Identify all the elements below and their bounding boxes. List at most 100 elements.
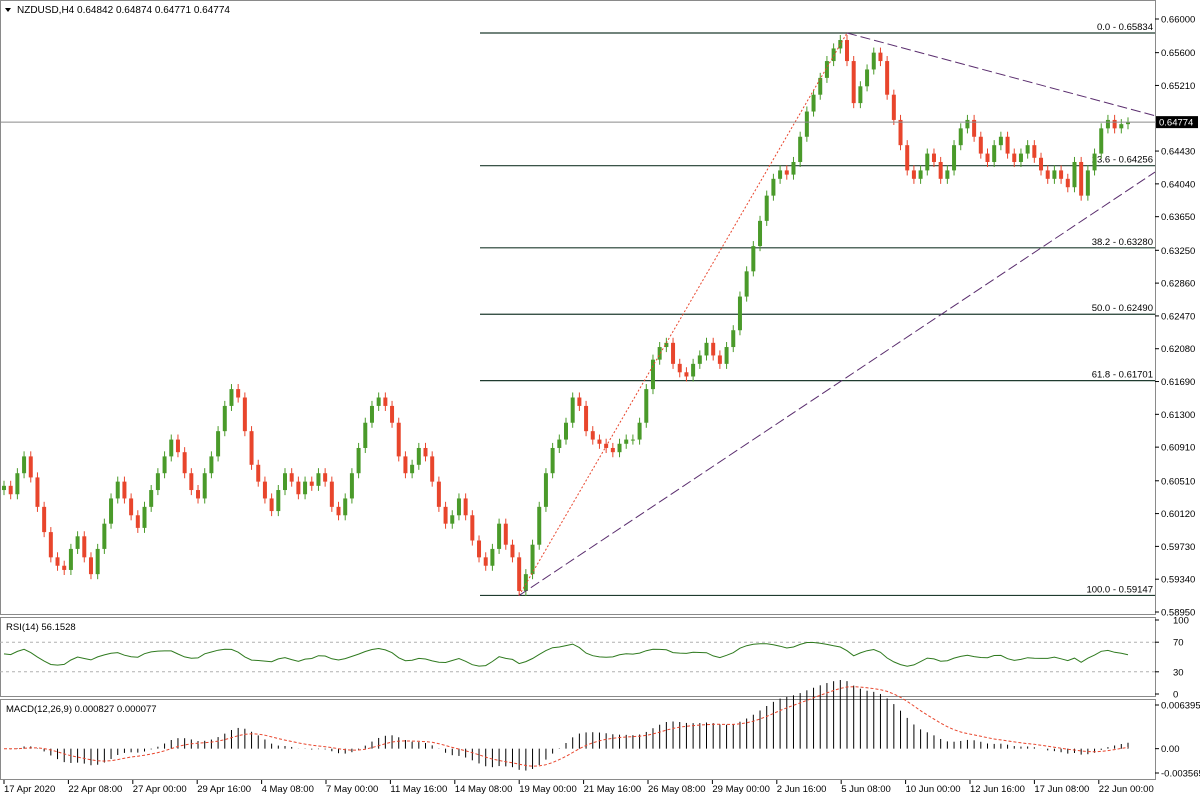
candle-body	[463, 498, 468, 516]
candle-body	[316, 473, 321, 486]
fib-label: 50.0 - 0.62490	[1092, 303, 1153, 314]
candle-body	[443, 506, 448, 524]
macd-panel-frame	[0, 699, 1156, 780]
time-tick-label: 19 May 00:00	[519, 784, 577, 795]
candle-body	[436, 481, 441, 507]
candle-body	[958, 128, 963, 146]
candle-body	[202, 473, 207, 499]
candle-body	[1065, 178, 1070, 188]
candle-body	[1059, 170, 1064, 179]
time-tick-label: 11 May 16:00	[390, 784, 447, 795]
collapse-triangle-icon[interactable]	[5, 8, 11, 12]
candle-body	[209, 456, 214, 474]
macd-tick-label: 0.006395	[1161, 701, 1200, 712]
macd-value: 0.000827	[75, 704, 115, 715]
candle-body	[992, 145, 997, 162]
candle-body	[242, 397, 247, 432]
candle-body	[62, 565, 67, 570]
candle-body	[784, 170, 789, 175]
time-tick-label: 12 Jun 16:00	[970, 784, 1025, 795]
candle-body	[523, 574, 528, 591]
candle-body	[764, 195, 769, 221]
candle-body	[289, 473, 294, 482]
candle-body	[169, 439, 174, 457]
time-tick-label: 5 Jun 08:00	[841, 784, 891, 795]
candle-body	[135, 515, 140, 528]
candle-body	[925, 153, 930, 171]
macd-panel: MACD(12,26,9) 0.000827 0.000077 0.006395…	[3, 679, 1200, 780]
fib-label: 100.0 - 0.59147	[1086, 584, 1153, 595]
time-tick-label: 27 Apr 00:00	[133, 784, 187, 795]
candle-body	[711, 342, 716, 356]
candle-body	[865, 69, 870, 87]
candle-body	[42, 506, 47, 533]
candle-body	[737, 296, 742, 331]
fib-path-line	[518, 32, 848, 596]
candle-body	[564, 422, 568, 440]
candle-body	[1032, 145, 1037, 158]
symbol-label: NZDUSD,H4	[17, 5, 75, 16]
fib-label: 38.2 - 0.63280	[1092, 237, 1153, 248]
candle-body	[249, 431, 254, 465]
rsi-tick-label: 70	[1173, 638, 1184, 649]
candle-body	[751, 246, 756, 272]
candle-body	[717, 355, 722, 364]
price-tick-label: 0.66000	[1161, 15, 1195, 26]
candle-body	[490, 548, 495, 566]
candle-body	[470, 515, 475, 541]
candle-body	[1085, 170, 1090, 196]
candle-body	[952, 145, 957, 171]
support-trendline	[518, 171, 1156, 596]
time-tick-label: 2 Jun 16:00	[777, 784, 827, 795]
rsi-line	[3, 642, 1129, 667]
candle-body	[1112, 119, 1117, 129]
candle-body	[155, 473, 160, 491]
candle-body	[497, 523, 502, 549]
candle-body	[262, 481, 267, 499]
candle-body	[1005, 136, 1010, 154]
candle-body	[109, 498, 114, 524]
price-axis: 0.66000 0.65600 0.65210 0.64430 0.64040 0.636…	[1155, 15, 1195, 619]
time-tick-label: 17 Apr 2020	[4, 784, 55, 795]
high-value: 0.64874	[116, 5, 153, 16]
candle-body	[95, 548, 100, 575]
open-value: 0.64842	[77, 5, 114, 16]
candle-body	[584, 405, 589, 432]
candle-body	[691, 363, 696, 377]
candle-body	[697, 355, 702, 364]
candle-body	[918, 170, 923, 179]
price-tick-label: 0.58950	[1161, 608, 1195, 619]
rsi-name: RSI(14)	[6, 622, 39, 633]
candle-body	[196, 490, 201, 499]
candle-body	[349, 473, 354, 499]
candle-body	[671, 342, 676, 364]
candle-body	[363, 422, 368, 448]
time-tick-label: 7 May 00:00	[326, 784, 378, 795]
candle-body	[998, 136, 1003, 146]
candle-body	[898, 119, 903, 146]
candle-body	[323, 473, 328, 482]
svg-text:NZDUSD,H4 0.64842 0.64874 0.64: NZDUSD,H4 0.64842 0.64874 0.64771 0.6477…	[17, 5, 230, 16]
candle-body	[88, 557, 93, 575]
candle-body	[75, 536, 80, 549]
candle-body	[423, 447, 428, 457]
time-tick-label: 4 May 08:00	[262, 784, 314, 795]
candle-body	[1012, 153, 1017, 162]
candle-body	[456, 498, 461, 516]
price-tick-label: 0.64040	[1161, 179, 1195, 190]
rsi-title: RSI(14) 56.1528	[6, 622, 76, 633]
time-axis: 17 Apr 2020 22 Apr 08:00 27 Apr 00:00 29 Ap…	[3, 780, 1154, 795]
candle-body	[644, 389, 649, 423]
candle-body	[102, 523, 107, 549]
candle-body	[503, 523, 508, 545]
candle-body	[396, 422, 401, 457]
candle-body	[543, 473, 548, 507]
macd-signal-line	[3, 686, 1129, 767]
fib-label: 0.0 - 0.65834	[1097, 22, 1153, 33]
candle-body	[1099, 128, 1104, 154]
candle-body	[276, 490, 281, 512]
candle-body	[818, 77, 823, 95]
candle-body	[142, 506, 147, 528]
price-tick-label: 0.62470	[1161, 311, 1195, 322]
